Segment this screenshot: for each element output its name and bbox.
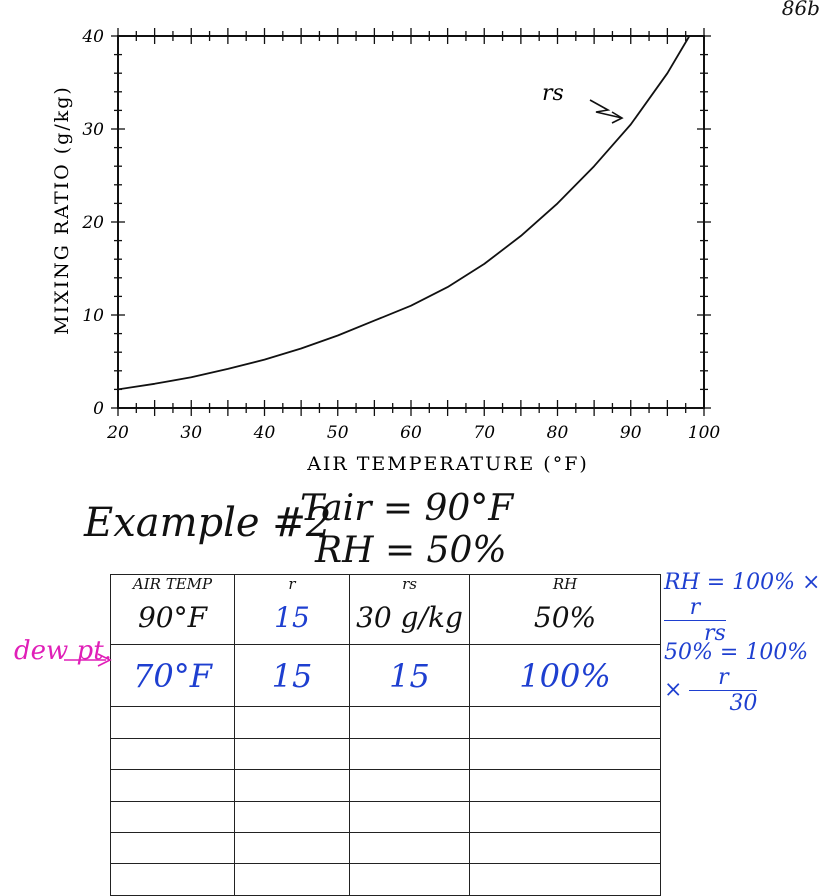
x-tick-label: 100 xyxy=(688,423,721,443)
table-row: 70°F 15 15 100% xyxy=(110,644,661,708)
cell-air-temp: 70°F xyxy=(110,644,235,708)
page-number: 86b xyxy=(781,0,820,20)
series-label-arrow xyxy=(589,99,623,119)
cell-relative-humidity: 100% xyxy=(469,644,661,708)
x-tick-label: 90 xyxy=(620,423,642,443)
table-row xyxy=(110,863,661,896)
rh-substituted-fraction: r 30 xyxy=(689,665,758,716)
air-temperature-given: Tair = 90°F xyxy=(300,488,514,529)
table-row xyxy=(110,769,661,802)
plot-frame xyxy=(117,35,705,409)
y-tick-label: 30 xyxy=(82,120,104,140)
series-label-rs: rs xyxy=(542,81,564,106)
y-tick-label: 40 xyxy=(81,27,104,47)
y-tick-label: 10 xyxy=(82,306,104,326)
rh-substituted-denominator: 30 xyxy=(729,691,758,716)
rh-substituted-left: 50% = 100% × xyxy=(664,640,809,703)
table-row xyxy=(110,800,661,834)
table-row xyxy=(110,737,661,771)
rh-substituted-numerator: r xyxy=(689,665,758,691)
header-air-temp: AIR TEMP xyxy=(110,574,235,602)
x-tick-label: 50 xyxy=(327,423,349,443)
table-row: 90°F 15 30 g/kg 50% xyxy=(110,601,661,646)
x-tick-label: 20 xyxy=(106,423,129,443)
cell-relative-humidity: 50% xyxy=(469,601,661,646)
dew-point-arrow xyxy=(64,653,112,667)
x-axis-title: AIR TEMPERATURE (°F) xyxy=(306,453,589,475)
cell-saturation-mixing-ratio: 15 xyxy=(349,644,470,708)
table-row xyxy=(110,832,661,865)
x-tick-label: 30 xyxy=(180,423,202,443)
cell-mixing-ratio: 15 xyxy=(234,644,350,708)
rh-formula-numerator: r xyxy=(664,595,726,621)
mixing-ratio-chart: 20 30 40 50 60 70 80 90 100 0 10 20 30 40 AIR TEMPER… xyxy=(51,27,720,475)
rh-formula-fraction: r rs xyxy=(664,595,726,646)
cell-air-temp: 90°F xyxy=(110,601,235,646)
rh-formula-denominator: rs xyxy=(704,621,726,646)
y-axis-ticks: 0 10 20 30 40 xyxy=(81,27,711,419)
cell-mixing-ratio: 15 xyxy=(234,601,350,646)
x-tick-label: 80 xyxy=(547,423,569,443)
x-tick-label: 60 xyxy=(400,423,422,443)
table-header-row: AIR TEMP r rs RH xyxy=(110,574,661,602)
rh-substituted-formula: 50% = 100% × r 30 xyxy=(664,640,832,716)
series-label-arrowhead xyxy=(611,111,624,124)
example-title: Example #2 xyxy=(84,500,332,546)
x-tick-label: 70 xyxy=(473,423,495,443)
humidity-table: AIR TEMP r rs RH 90°F 15 30 g/kg 50% 70°… xyxy=(110,574,661,896)
x-axis-ticks: 20 30 40 50 60 70 80 90 100 xyxy=(106,28,720,443)
rh-formula-left: RH = 100% × xyxy=(664,570,821,595)
relative-humidity-given: RH = 50% xyxy=(315,530,507,571)
plot-border xyxy=(117,35,705,409)
y-axis-title: MIXING RATIO (g/kg) xyxy=(51,85,73,335)
y-tick-label: 0 xyxy=(93,399,104,419)
series-line-rs xyxy=(117,35,691,391)
y-tick-label: 20 xyxy=(81,213,104,233)
series-layer xyxy=(117,35,691,391)
header-saturation-mixing-ratio: rs xyxy=(349,574,470,602)
table-row xyxy=(110,706,661,739)
header-relative-humidity: RH xyxy=(469,574,661,602)
cell-saturation-mixing-ratio: 30 g/kg xyxy=(349,601,470,646)
x-tick-label: 40 xyxy=(253,423,276,443)
header-mixing-ratio: r xyxy=(234,574,350,602)
rh-formula: RH = 100% × r rs xyxy=(664,570,832,646)
